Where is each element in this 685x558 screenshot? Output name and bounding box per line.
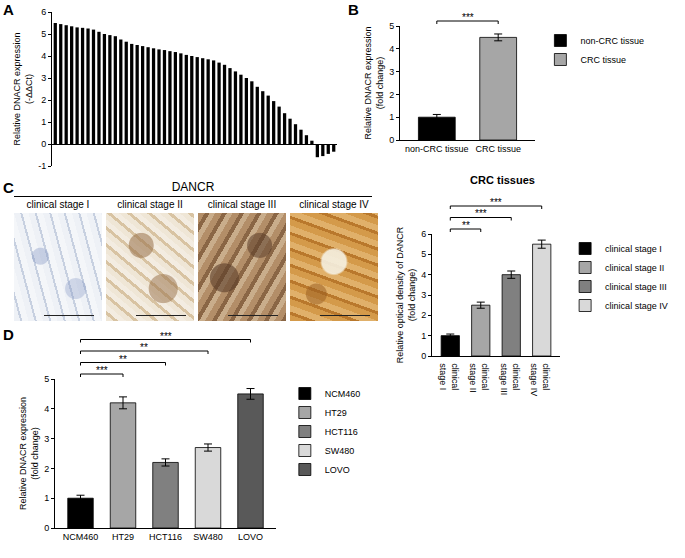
svg-text:2: 2 [44, 464, 49, 474]
svg-text:Relative DNACR expression(-ΔΔC: Relative DNACR expression(-ΔΔCt) [12, 32, 34, 145]
svg-text:0: 0 [44, 523, 49, 533]
svg-text:4: 4 [421, 270, 426, 280]
html-text:A: A [3, 1, 14, 18]
html-text:C: C [3, 179, 14, 196]
svg-text:clinicalstage III: clinicalstage III [499, 363, 521, 395]
svg-text:1: 1 [44, 493, 49, 503]
svg-text:SW480: SW480 [325, 446, 355, 456]
svg-text:0: 0 [421, 351, 426, 361]
html-text:B: B [348, 1, 359, 18]
svg-text:5: 5 [389, 21, 394, 31]
svg-text:1: 1 [41, 117, 46, 127]
svg-text:2: 2 [389, 90, 394, 100]
html-text:clinical stage II: clinical stage II [117, 199, 183, 210]
svg-text:CRC tissues: CRC tissues [470, 174, 535, 186]
svg-text:3: 3 [389, 67, 394, 77]
svg-text:HCT116: HCT116 [325, 427, 358, 437]
svg-text:1: 1 [421, 331, 426, 341]
svg-text:clinicalstage I: clinicalstage I [438, 363, 460, 390]
svg-text:NCM460: NCM460 [63, 532, 99, 542]
svg-text:clinical stage II: clinical stage II [605, 263, 664, 273]
svg-text:2: 2 [41, 95, 46, 105]
svg-text:**: ** [462, 220, 470, 231]
svg-text:Relative optical density of DA: Relative optical density of DANCR(fold c… [395, 226, 417, 363]
svg-text:LOVO: LOVO [238, 532, 263, 542]
svg-text:NCM460: NCM460 [325, 389, 361, 399]
svg-text:3: 3 [44, 434, 49, 444]
svg-text:4: 4 [41, 51, 46, 61]
svg-text:clinicalstage II: clinicalstage II [468, 363, 490, 393]
svg-text:**: ** [119, 354, 127, 365]
svg-text:non-CRC tissue: non-CRC tissue [580, 36, 644, 46]
svg-text:HT29: HT29 [112, 532, 134, 542]
svg-text:***: *** [475, 208, 487, 219]
svg-text:0: 0 [389, 135, 394, 145]
svg-text:4: 4 [44, 404, 49, 414]
svg-text:**: ** [140, 342, 148, 353]
svg-text:0: 0 [41, 139, 46, 149]
svg-text:5: 5 [44, 374, 49, 384]
svg-text:***: *** [490, 197, 502, 208]
svg-text:6: 6 [421, 229, 426, 239]
html-text:DANCR: DANCR [171, 180, 215, 194]
svg-text:clinical stage III: clinical stage III [605, 282, 667, 292]
html-text:clinical stage IV: clinical stage IV [299, 199, 369, 210]
svg-text:LOVO: LOVO [325, 465, 350, 475]
svg-text:5: 5 [421, 249, 426, 259]
svg-text:non-CRC tissue: non-CRC tissue [405, 144, 469, 154]
svg-text:3: 3 [421, 290, 426, 300]
svg-text:3: 3 [41, 73, 46, 83]
svg-text:4: 4 [389, 44, 394, 54]
svg-text:clinical stage I: clinical stage I [605, 244, 662, 254]
svg-text:6: 6 [41, 7, 46, 17]
html-text:clinical stage I: clinical stage I [26, 199, 90, 210]
svg-text:***: *** [160, 331, 172, 342]
html-text:D: D [3, 326, 14, 343]
svg-text:***: *** [96, 365, 108, 376]
svg-text:Relative DNACR expression(fold: Relative DNACR expression(fold change) [18, 397, 40, 510]
html-text:clinical stage III: clinical stage III [207, 199, 277, 210]
svg-text:CRC tissue: CRC tissue [475, 144, 521, 154]
svg-text:2: 2 [421, 310, 426, 320]
svg-text:1: 1 [389, 112, 394, 122]
svg-text:CRC tissue: CRC tissue [580, 55, 626, 65]
svg-text:SW480: SW480 [193, 532, 223, 542]
svg-text:-1: -1 [38, 161, 46, 171]
svg-text:HCT116: HCT116 [149, 532, 182, 542]
svg-text:clinical stage IV: clinical stage IV [605, 301, 668, 311]
svg-text:Relative DNACR expression(fold: Relative DNACR expression(fold change) [363, 26, 385, 139]
svg-text:5: 5 [41, 29, 46, 39]
svg-text:HT29: HT29 [325, 408, 347, 418]
svg-text:clinicalstage IV: clinicalstage IV [529, 363, 551, 396]
svg-text:***: *** [462, 12, 474, 23]
